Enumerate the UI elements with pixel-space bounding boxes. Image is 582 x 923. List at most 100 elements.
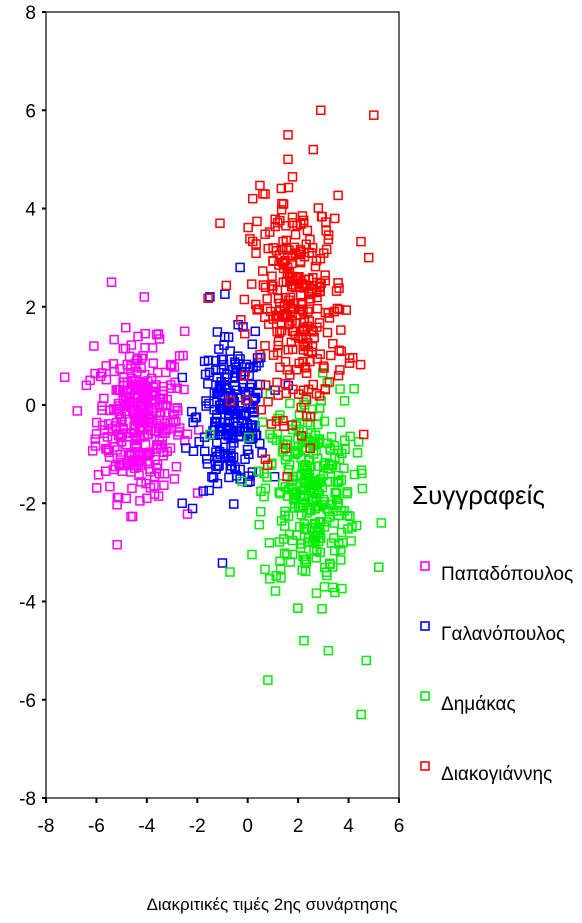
data-point [168,415,179,425]
data-point [212,387,223,397]
data-point [216,404,227,415]
data-point [212,461,223,472]
data-point [283,130,293,140]
data-point [322,327,333,338]
data-point [361,655,371,666]
data-point [122,377,133,388]
data-point [140,440,151,450]
data-point [321,225,331,236]
data-point [170,377,180,388]
data-point [254,466,264,477]
data-point [339,463,349,473]
data-point [229,408,240,419]
data-point [157,389,168,400]
data-point [215,382,226,392]
data-point [279,258,289,269]
data-point [295,289,306,300]
data-point [199,446,210,457]
data-point [177,372,188,383]
data-point [216,364,227,375]
data-point [154,334,165,344]
data-point [329,306,340,317]
axis-ticks: -8 -6 -4 -2 0 2 4 6 8 6 4 2 0 -2 -4 -6 -8 [19,3,404,837]
data-point [173,430,183,440]
data-point [344,358,355,368]
data-point [239,294,250,305]
data-point [334,476,344,486]
y-tick-label: 4 [25,200,36,221]
data-point [141,451,151,461]
data-point [194,436,204,447]
data-point [284,245,294,255]
data-point [230,462,240,472]
data-point [324,459,335,469]
data-point [136,460,146,471]
data-point [154,399,165,410]
data-point [256,405,266,415]
data-point [290,229,301,240]
data-point [330,213,340,224]
data-point [273,390,283,400]
data-point [159,447,169,458]
data-point [280,356,291,367]
data-point [246,279,257,289]
data-point [363,252,374,263]
data-point [266,419,277,429]
data-point [301,554,311,565]
data-point [275,563,286,574]
data-point [192,488,203,498]
data-point [174,427,184,437]
data-point [186,406,197,417]
legend-label: Διακογιάννης [441,764,552,785]
data-point [283,154,293,165]
data-point [215,417,225,428]
data-point [235,262,245,273]
data-point [126,511,136,522]
data-point [263,675,273,685]
data-point [91,417,102,428]
data-point [152,459,163,470]
data-point [293,603,303,613]
data-point [248,193,258,204]
data-point [239,408,250,419]
data-point [357,483,368,494]
data-point [154,415,164,425]
data-point [287,420,298,430]
y-tick-label: -4 [19,593,36,614]
data-point [198,486,209,496]
data-point [262,303,273,314]
data-point [142,493,152,504]
data-point [283,182,294,193]
data-point [308,379,319,390]
data-point [323,645,334,656]
data-point [212,437,222,448]
legend-label: Παπαδόπουλος [441,564,573,585]
data-point [306,287,317,298]
data-point [302,417,313,428]
data-point [237,476,247,487]
data-point [324,313,335,323]
data-point [112,539,122,550]
data-point [349,469,360,480]
data-point [205,292,215,302]
data-point [118,395,129,406]
data-point [153,491,164,501]
data-point [312,292,322,303]
data-point [169,474,180,484]
data-point [153,329,164,339]
data-point [329,545,340,556]
data-point [335,365,345,375]
data-point [322,378,333,388]
data-point [255,180,265,191]
data-point [152,367,163,378]
data-point [117,386,128,397]
x-tick-label: -2 [189,816,206,837]
data-point [212,478,223,489]
data-point [273,413,283,424]
data-point [240,409,251,419]
data-point [132,409,142,419]
data-point [140,343,150,353]
data-point [131,457,141,467]
data-point [311,255,322,266]
data-point [336,346,346,357]
